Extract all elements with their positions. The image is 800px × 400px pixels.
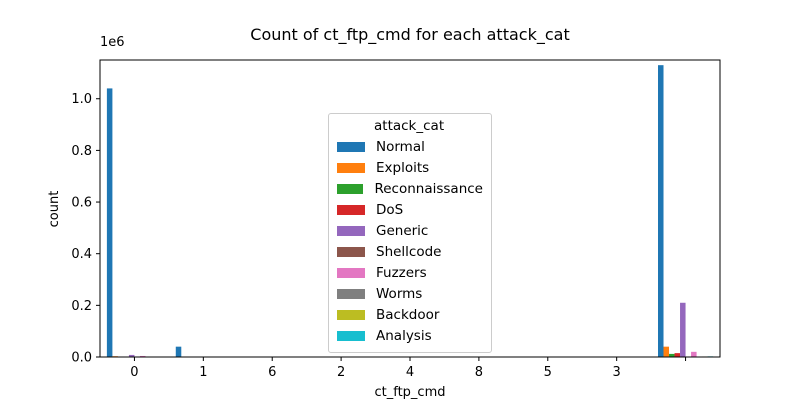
bar-normal-0 bbox=[106, 88, 113, 357]
bar-generic-extra bbox=[680, 302, 686, 357]
x-tick-label: 8 bbox=[475, 365, 483, 380]
legend-label: Backdoor bbox=[376, 306, 440, 323]
x-tick-label: 3 bbox=[613, 365, 621, 380]
legend-label: Fuzzers bbox=[376, 264, 427, 281]
y-tick-label: 0.2 bbox=[71, 299, 92, 314]
legend-swatch bbox=[337, 162, 365, 173]
legend-item-shellcode: Shellcode bbox=[337, 241, 483, 262]
bar-dos-extra bbox=[674, 353, 681, 357]
y-tick-label: 0.4 bbox=[71, 247, 92, 262]
legend-swatch bbox=[337, 141, 365, 152]
legend-swatch bbox=[337, 183, 364, 194]
legend-item-analysis: Analysis bbox=[337, 325, 483, 346]
x-tick-label: 1 bbox=[199, 365, 207, 380]
legend-items: Normal Exploits Reconnaissance DoS Generic Sh… bbox=[337, 136, 483, 346]
legend-swatch bbox=[337, 288, 365, 299]
y-scale-label: 1e6 bbox=[100, 35, 125, 50]
legend-swatch bbox=[337, 309, 365, 320]
bar-reconnaissance-extra bbox=[669, 353, 675, 357]
bar-normal-1 bbox=[175, 346, 182, 357]
bar-generic-0 bbox=[128, 354, 135, 357]
y-axis-label: count bbox=[47, 191, 62, 228]
x-tick-label: 0 bbox=[130, 365, 138, 380]
ticks-group: 0.0 0.2 0.4 0.6 0.8 1.0 0 1 6 2 4 8 5 3 bbox=[71, 92, 687, 380]
legend-item-reconnaissance: Reconnaissance bbox=[337, 178, 483, 199]
legend-swatch bbox=[337, 246, 365, 257]
legend-label: Shellcode bbox=[376, 243, 442, 260]
x-tick-label: 6 bbox=[268, 365, 276, 380]
y-tick-label: 0.0 bbox=[71, 351, 92, 366]
legend-item-exploits: Exploits bbox=[337, 157, 483, 178]
chart-title: Count of ct_ftp_cmd for each attack_cat bbox=[250, 25, 569, 45]
x-tick-label: 4 bbox=[406, 365, 414, 380]
legend-label: Worms bbox=[376, 285, 423, 302]
legend-item-generic: Generic bbox=[337, 220, 483, 241]
legend-swatch bbox=[337, 204, 365, 215]
legend-item-worms: Worms bbox=[337, 283, 483, 304]
legend-label: Exploits bbox=[376, 159, 430, 176]
y-tick-label: 0.8 bbox=[71, 144, 92, 159]
bar-normal-extra bbox=[658, 65, 664, 358]
legend-swatch bbox=[337, 267, 365, 278]
bar-fuzzers-0 bbox=[139, 355, 146, 357]
legend-item-dos: DoS bbox=[337, 199, 483, 220]
legend-label: Generic bbox=[376, 222, 429, 239]
legend-item-fuzzers: Fuzzers bbox=[337, 262, 483, 283]
legend-swatch bbox=[337, 330, 365, 341]
legend-label: Reconnaissance bbox=[374, 180, 483, 197]
bar-exploits-extra bbox=[663, 346, 670, 357]
x-tick-label: 5 bbox=[544, 365, 552, 380]
legend-swatch bbox=[337, 225, 365, 236]
x-tick-label: 2 bbox=[337, 365, 345, 380]
plot-frame bbox=[99, 59, 721, 358]
bar-fuzzers-extra bbox=[691, 351, 697, 357]
y-tick-label: 1.0 bbox=[71, 92, 92, 107]
legend-label: Analysis bbox=[376, 327, 432, 344]
legend-label: DoS bbox=[376, 201, 404, 218]
legend-item-backdoor: Backdoor bbox=[337, 304, 483, 325]
legend: attack_cat Normal Exploits Reconnaissance D… bbox=[328, 113, 492, 353]
y-tick-label: 0.6 bbox=[71, 196, 92, 211]
x-axis-label: ct_ftp_cmd bbox=[374, 385, 445, 400]
legend-title: attack_cat bbox=[374, 118, 445, 134]
legend-item-normal: Normal bbox=[337, 136, 483, 157]
legend-label: Normal bbox=[376, 138, 425, 155]
